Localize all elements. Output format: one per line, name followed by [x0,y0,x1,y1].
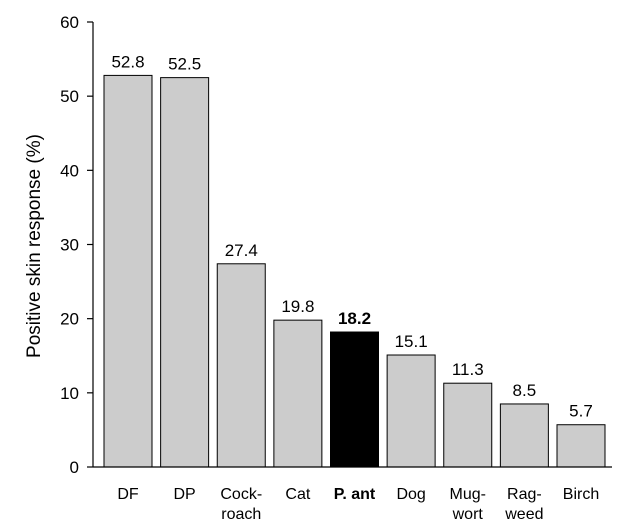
y-tick-label: 40 [60,161,79,180]
x-category-label: roach [221,506,261,522]
y-axis: 0 10 20 30 40 50 60 [60,13,94,477]
bar-value-label: 52.8 [111,52,144,71]
x-category-label: weed [504,506,543,522]
x-category-label: Birch [563,486,599,503]
y-tick-label: 20 [60,310,79,329]
bar [443,382,493,468]
bar [386,354,436,468]
bar [273,319,323,468]
y-tick-label: 0 [70,458,79,477]
bar [499,403,549,468]
bar [330,331,379,468]
bar [160,77,210,468]
x-axis: DF DP Cock-roach Cat P. ant Dog Mug-wort Rag-we… [93,466,612,522]
bar-value-label: 5.7 [569,402,593,421]
bar [216,263,266,468]
bar-value-label: 19.8 [281,297,314,316]
x-category-label: Mug- [450,486,486,503]
y-tick-label: 10 [60,384,79,403]
bar-value-label: 18.2 [338,309,371,328]
bar-value-label: 52.5 [168,55,201,74]
x-category-label: Rag- [507,486,542,503]
x-category-label: DP [174,486,196,503]
x-category-label: Cock- [220,486,262,503]
bar-value-label: 15.1 [395,332,428,351]
bar-value-label: 8.5 [513,381,537,400]
bar-value-label: 11.3 [452,360,484,379]
y-tick-label: 50 [60,87,79,106]
y-tick-label: 60 [60,13,79,32]
x-category-label: Cat [285,486,310,503]
x-category-label: DF [117,486,139,503]
bars: 52.8 52.5 27.4 19.8 18.2 15.1 11.3 8.5 5.7 [103,52,606,468]
bar-value-label: 27.4 [225,241,258,260]
y-axis-title: Positive skin response (%) [24,134,45,358]
bar [103,74,153,468]
x-category-label: wort [452,506,484,522]
x-category-label: Dog [396,486,425,503]
x-category-label: P. ant [334,486,376,503]
bar [556,424,606,468]
y-tick-label: 30 [60,236,79,255]
